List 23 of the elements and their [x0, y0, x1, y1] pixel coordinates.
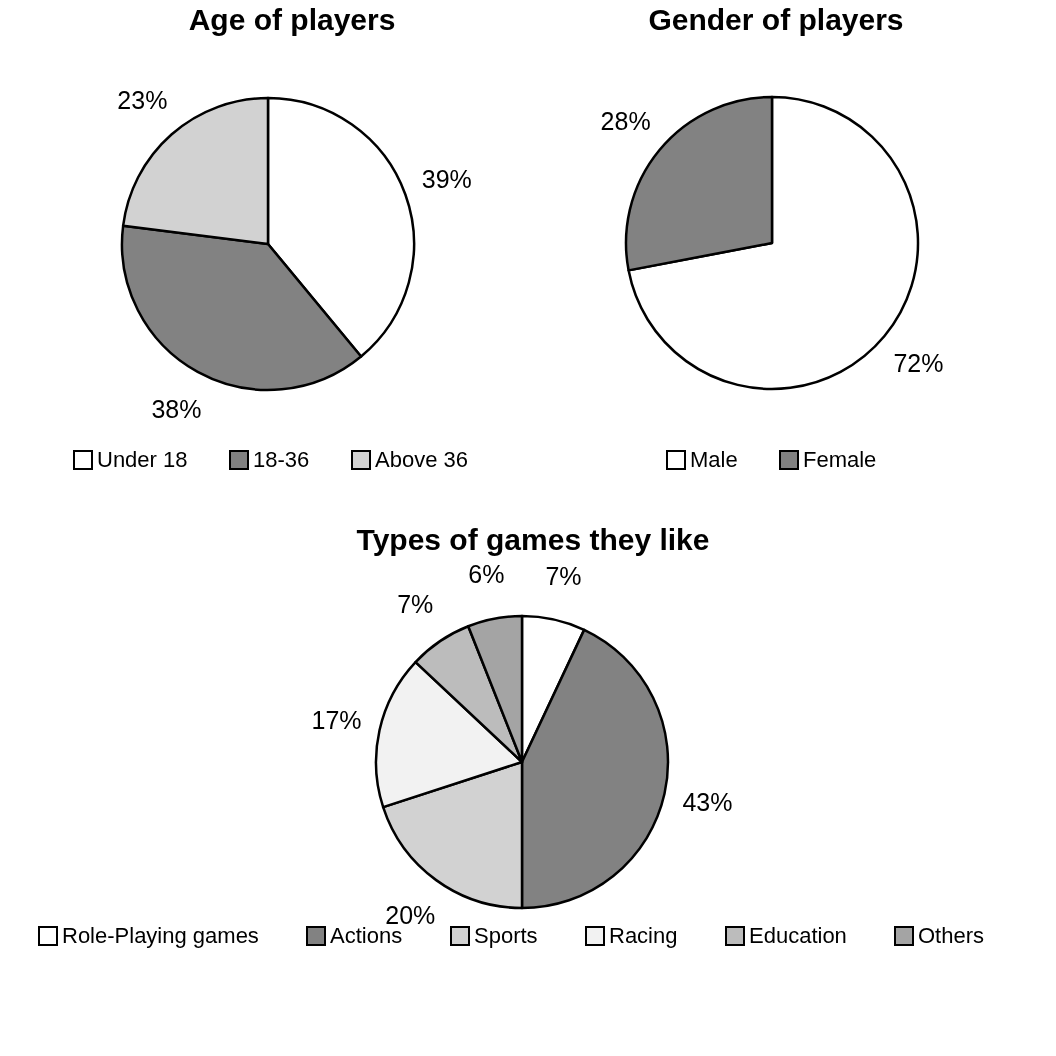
legend-label: Role-Playing games	[62, 923, 259, 948]
data-label: 6%	[468, 560, 505, 589]
legend-label: Male	[690, 447, 738, 472]
data-label: 7%	[545, 561, 582, 590]
data-label: 28%	[600, 106, 651, 135]
data-label: 23%	[117, 86, 168, 115]
data-label: 38%	[151, 395, 202, 424]
legend-label: Education	[749, 923, 847, 948]
data-label: 17%	[311, 705, 362, 734]
legend-label: Female	[803, 447, 877, 472]
data-label: 43%	[682, 788, 733, 817]
legend-label: 18-36	[253, 447, 310, 472]
legend-label: Under 18	[97, 447, 188, 472]
chart-title: Types of games they like	[356, 523, 710, 556]
legend-label: Sports	[474, 923, 538, 948]
data-label: 39%	[421, 164, 472, 193]
legend-label: Others	[918, 923, 985, 948]
chart-title: Age of players	[188, 3, 396, 36]
legend-label: Racing	[609, 923, 678, 948]
data-label: 7%	[397, 589, 434, 618]
data-label: 72%	[893, 349, 944, 378]
legend-label: Above 36	[375, 447, 468, 472]
chart-title: Gender of players	[648, 3, 904, 36]
